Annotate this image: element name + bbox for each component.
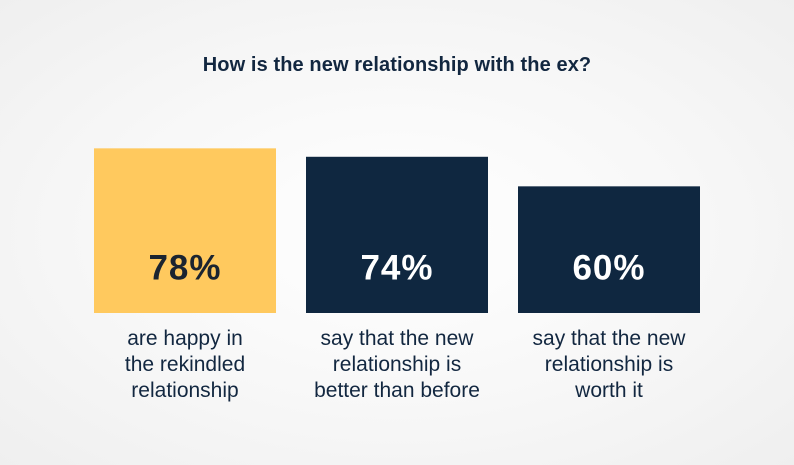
category-label-line: say that the new — [321, 327, 475, 350]
category-label-line: are happy in — [127, 327, 243, 350]
category-label-3: say that the new relationship is worth it — [533, 327, 687, 402]
category-label-line: worth it — [574, 379, 643, 402]
category-label-line: the rekindled — [125, 353, 245, 376]
chart-title: How is the new relationship with the ex? — [202, 54, 592, 76]
bar-3 — [518, 186, 700, 313]
category-label-2: say that the new relationship is better th… — [314, 327, 480, 402]
bar-value-label-2: 74% — [360, 248, 433, 287]
category-label-line: relationship is — [333, 353, 461, 376]
category-label-1: are happy in the rekindled relationship — [125, 327, 245, 402]
category-label-line: say that the new — [533, 327, 687, 350]
bar-value-label-3: 60% — [572, 248, 645, 287]
category-label-line: relationship is — [545, 353, 673, 376]
category-label-line: better than before — [314, 379, 480, 402]
bar-value-label-1: 78% — [148, 248, 221, 287]
bar-2 — [306, 156, 488, 313]
category-label-line: relationship — [131, 379, 238, 402]
bar-1 — [94, 148, 276, 313]
